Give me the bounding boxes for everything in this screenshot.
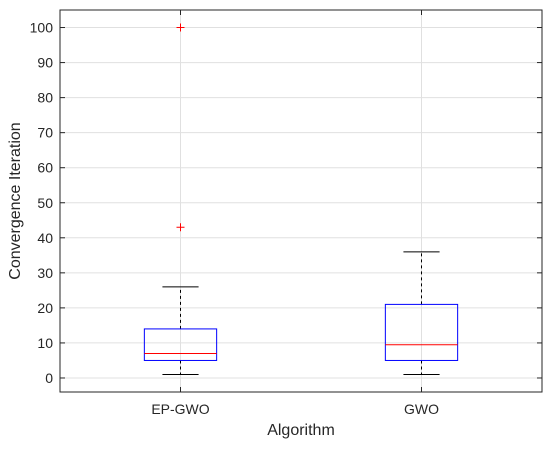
y-tick-label: 0 [45, 370, 53, 386]
outlier-marker [176, 223, 185, 232]
outlier-marker [176, 23, 185, 32]
box-group-gwo [384, 251, 459, 375]
box-layer [143, 23, 459, 375]
y-axis-title: Convergence Iteration [7, 122, 24, 279]
y-tick-label: 30 [37, 265, 53, 281]
x-tick-label: GWO [404, 401, 439, 417]
y-tick-label: 50 [37, 195, 53, 211]
grid-layer [60, 10, 542, 392]
x-tick-label: EP-GWO [151, 401, 209, 417]
iqr-box [384, 303, 459, 361]
y-tick-label: 90 [37, 55, 53, 71]
y-tick-label: 20 [37, 300, 53, 316]
y-tick-label: 80 [37, 90, 53, 106]
y-tick-label: 10 [37, 335, 53, 351]
x-axis-title: Algorithm [267, 422, 335, 439]
y-tick-label: 70 [37, 125, 53, 141]
plot-frame [59, 9, 543, 393]
y-tick-label: 100 [30, 20, 54, 36]
box-group-ep-gwo [143, 23, 218, 375]
tick-layer: 0 10 20 30 40 50 60 70 80 90 100 EP-GWO GWO [30, 10, 542, 417]
y-tick-label: 40 [37, 230, 53, 246]
y-tick-label: 60 [37, 160, 53, 176]
iqr-box [143, 328, 218, 361]
